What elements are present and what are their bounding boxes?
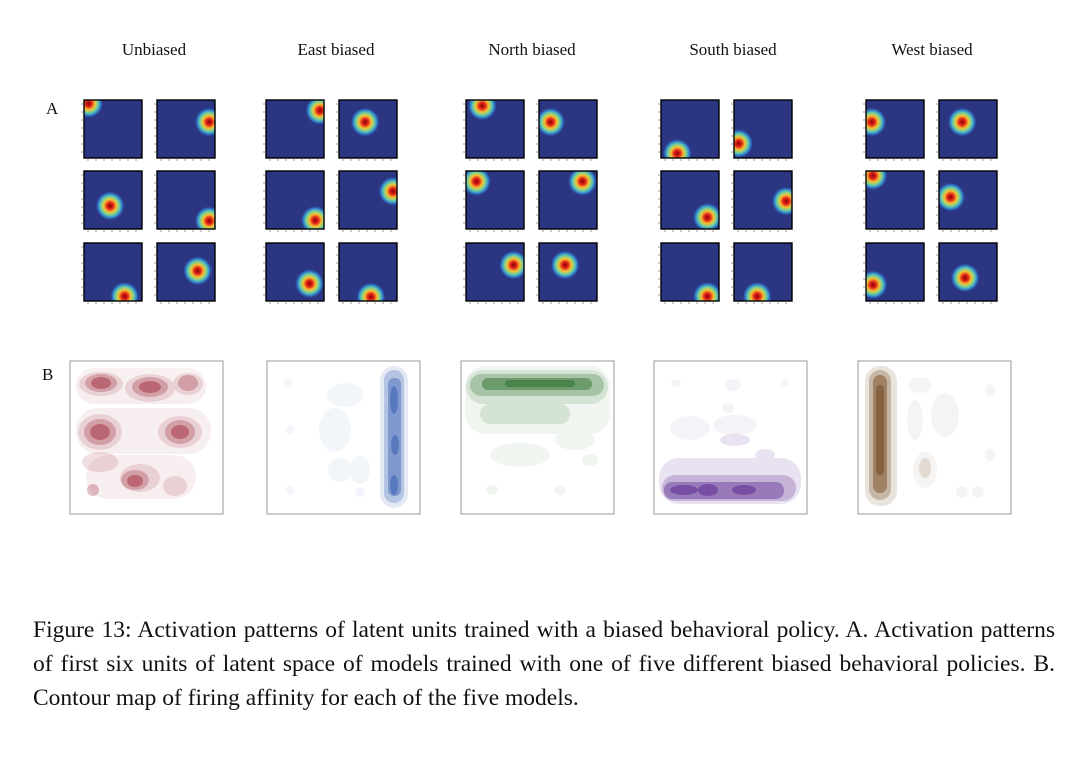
heatmap-unit	[731, 170, 793, 232]
panel-label-a: A	[46, 99, 59, 118]
heatmap-unit	[463, 170, 525, 232]
activation-peak	[567, 171, 597, 197]
activation-peak	[866, 107, 887, 138]
heatmap-unit	[81, 99, 143, 161]
activation-peak	[498, 250, 524, 281]
activation-peak	[742, 281, 773, 301]
activation-peak	[467, 100, 498, 121]
heatmap-unit	[336, 170, 398, 232]
activation-peak	[771, 186, 792, 217]
heatmap-unit	[658, 170, 720, 232]
heatmap-unit	[263, 99, 325, 161]
figure-panels	[69, 99, 1012, 515]
activation-peak	[550, 250, 581, 281]
column-title-unbiased: Unbiased	[121, 40, 187, 59]
heatmap-unit	[731, 99, 793, 161]
heatmap-unit	[658, 242, 720, 304]
column-title-west-biased: West biased	[891, 40, 973, 59]
heatmap-unit	[263, 242, 325, 304]
activation-peak	[947, 107, 978, 138]
contour-unbiased	[69, 360, 224, 515]
activation-peak	[466, 171, 492, 197]
activation-peak	[194, 205, 215, 229]
heatmap-unit	[463, 99, 525, 161]
heatmap-unit	[863, 242, 925, 304]
activation-peak	[939, 182, 966, 213]
contour-south-biased	[653, 360, 808, 515]
activation-peak	[300, 205, 324, 229]
heatmap-unit	[936, 242, 998, 304]
activation-peak	[355, 281, 386, 301]
column-title-south-biased: South biased	[689, 40, 777, 59]
activation-peak	[866, 269, 888, 300]
activation-peak	[194, 107, 215, 138]
heatmap-unit	[863, 170, 925, 232]
heatmap-unit	[263, 170, 325, 232]
activation-peak	[109, 281, 140, 301]
activation-peak	[866, 171, 888, 191]
heatmap-unit	[154, 170, 216, 232]
panel-a-heatmaps	[81, 99, 998, 304]
column-title-east-biased: East biased	[297, 40, 375, 59]
heatmap-unit	[154, 99, 216, 161]
figure-caption: Figure 13: Activation patterns of latent…	[33, 617, 1055, 711]
heatmap-unit	[936, 99, 998, 161]
heatmap-unit	[81, 242, 143, 304]
heatmap-unit	[731, 242, 793, 304]
activation-peak	[692, 202, 719, 229]
activation-peak	[950, 262, 981, 293]
heatmap-unit	[936, 170, 998, 232]
heatmap-unit	[336, 242, 398, 304]
activation-peak	[734, 128, 754, 158]
column-title-north-biased: North biased	[488, 40, 576, 59]
activation-peak	[662, 138, 693, 158]
contour-west-biased	[857, 360, 1012, 515]
activation-peak	[539, 107, 566, 138]
activation-peak	[304, 100, 324, 126]
panel-label-b: B	[42, 365, 54, 384]
activation-peak	[692, 281, 719, 301]
heatmap-unit	[536, 170, 598, 232]
contour-north-biased	[460, 360, 615, 515]
activation-peak	[182, 255, 213, 286]
activation-peak	[95, 190, 126, 221]
activation-peak	[350, 107, 381, 138]
heatmap-unit	[463, 242, 525, 304]
heatmap-unit	[154, 242, 216, 304]
heatmap-unit	[658, 99, 720, 161]
activation-peak	[84, 100, 104, 119]
activation-peak	[377, 176, 397, 207]
heatmap-unit	[536, 99, 598, 161]
heatmap-unit	[536, 242, 598, 304]
activation-peak	[294, 268, 324, 299]
heatmap-unit	[336, 99, 398, 161]
heatmap-unit	[81, 170, 143, 232]
contour-east-biased	[266, 360, 421, 515]
heatmap-unit	[863, 99, 925, 161]
